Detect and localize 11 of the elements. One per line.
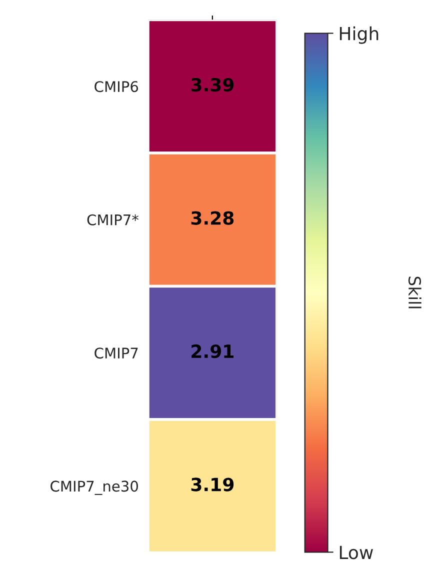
data-label: 3.39: [191, 78, 234, 92]
y-tick-label: CMIP7*: [87, 214, 139, 226]
y-tick-label: CMIP7_ne30: [50, 480, 138, 495]
color-bar-label: Low: [340, 546, 373, 560]
data-label: 3.19: [191, 478, 234, 492]
data-label: 3.28: [191, 211, 234, 225]
color-bar-label: High: [340, 26, 378, 44]
y-tick-label: CMIP6: [94, 81, 138, 92]
color-bar-title: Skill: [408, 276, 422, 308]
y-tick-label: CMIP7: [94, 348, 138, 359]
data-label: 2.91: [192, 344, 234, 358]
